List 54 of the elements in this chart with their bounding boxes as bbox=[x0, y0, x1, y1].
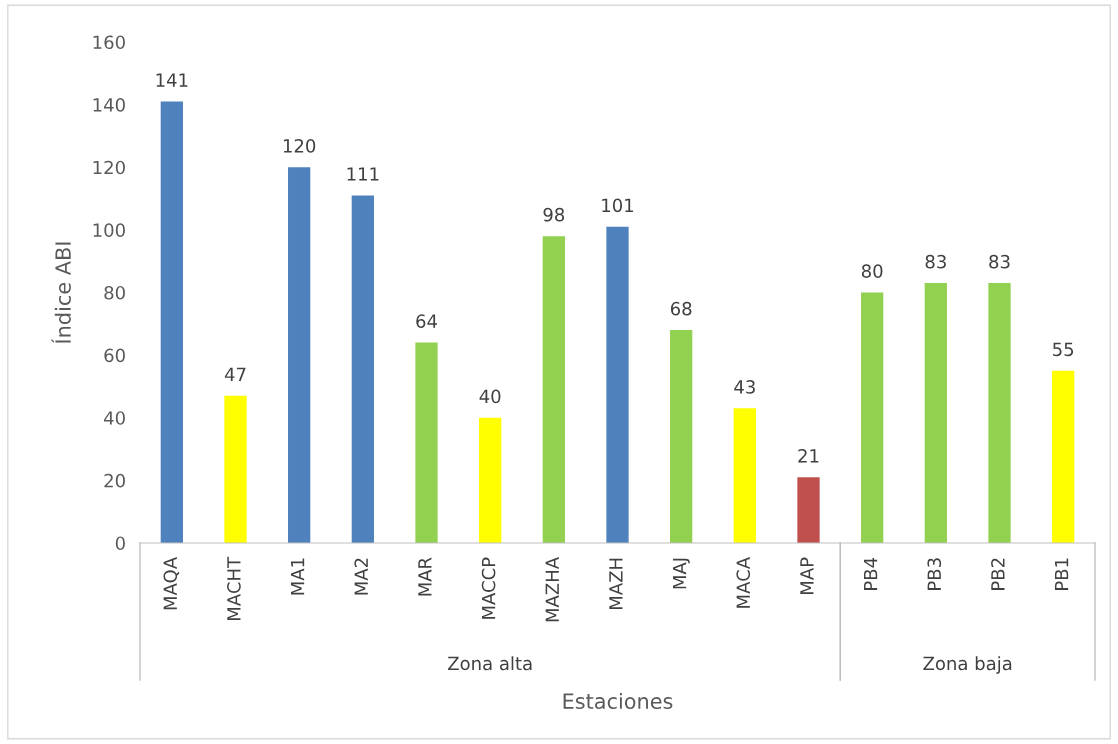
bar bbox=[160, 101, 183, 543]
x-tick-label: MAR bbox=[418, 557, 432, 596]
x-tick-label: MACHT bbox=[227, 556, 241, 620]
y-tick-label: 60 bbox=[104, 348, 125, 363]
y-tick-label: 20 bbox=[104, 473, 125, 488]
data-label: 101 bbox=[602, 198, 634, 213]
x-tick-label: MAJ bbox=[672, 558, 690, 589]
bar bbox=[224, 395, 247, 543]
y-tick-label: 40 bbox=[104, 411, 125, 425]
x-tick-label: PB3 bbox=[927, 558, 942, 590]
x-tick-label: MA2 bbox=[354, 558, 368, 595]
text: Zona alta bbox=[448, 656, 532, 671]
data-label: 83 bbox=[989, 254, 1010, 269]
y-tick-label: 0 bbox=[115, 536, 125, 551]
x-tick-label: MACA bbox=[736, 557, 751, 608]
x-tick-label: MAZH bbox=[609, 558, 623, 609]
y-axis-title: Índice ABI bbox=[51, 242, 71, 343]
data-label: 21 bbox=[798, 448, 819, 463]
x-tick-label: PB4 bbox=[863, 557, 878, 590]
x-tick-label: MAQA bbox=[163, 557, 180, 610]
data-label: 80 bbox=[861, 264, 883, 278]
bar bbox=[797, 477, 820, 543]
bar bbox=[415, 342, 438, 543]
bar bbox=[733, 408, 756, 543]
x-tick-label: PB1 bbox=[1054, 558, 1069, 590]
x-tick-label: MACCP bbox=[481, 557, 496, 619]
y-tick-label: 120 bbox=[93, 160, 125, 175]
x-axis-title: Estaciones bbox=[563, 692, 673, 710]
x-tick-label: MAZHA bbox=[545, 557, 559, 622]
data-label: 141 bbox=[156, 73, 188, 87]
x-tick-label: MAP bbox=[800, 557, 814, 594]
x-tick-label: MA1 bbox=[290, 558, 305, 595]
x-tick-label: PB2 bbox=[991, 558, 1005, 590]
y-tick-label: 140 bbox=[93, 98, 125, 112]
bar bbox=[670, 330, 693, 543]
y-tick-label: 160 bbox=[93, 35, 125, 50]
data-label: 40 bbox=[479, 389, 501, 404]
data-label: 43 bbox=[734, 380, 755, 394]
data-label: 98 bbox=[543, 207, 565, 222]
bar bbox=[351, 195, 374, 543]
bar bbox=[606, 226, 629, 543]
bar bbox=[479, 417, 502, 543]
text: Zona baja bbox=[923, 656, 1012, 674]
data-label: 55 bbox=[1053, 342, 1074, 357]
bar bbox=[542, 236, 565, 543]
data-label: 120 bbox=[283, 138, 316, 153]
data-label: 68 bbox=[670, 301, 692, 316]
data-label: 47 bbox=[224, 367, 246, 381]
data-label: 111 bbox=[347, 167, 379, 181]
y-tick-label: 100 bbox=[93, 223, 125, 237]
bar bbox=[288, 167, 311, 543]
data-label: 83 bbox=[925, 254, 946, 269]
y-tick-label: 80 bbox=[104, 285, 125, 300]
data-label: 64 bbox=[416, 314, 437, 328]
